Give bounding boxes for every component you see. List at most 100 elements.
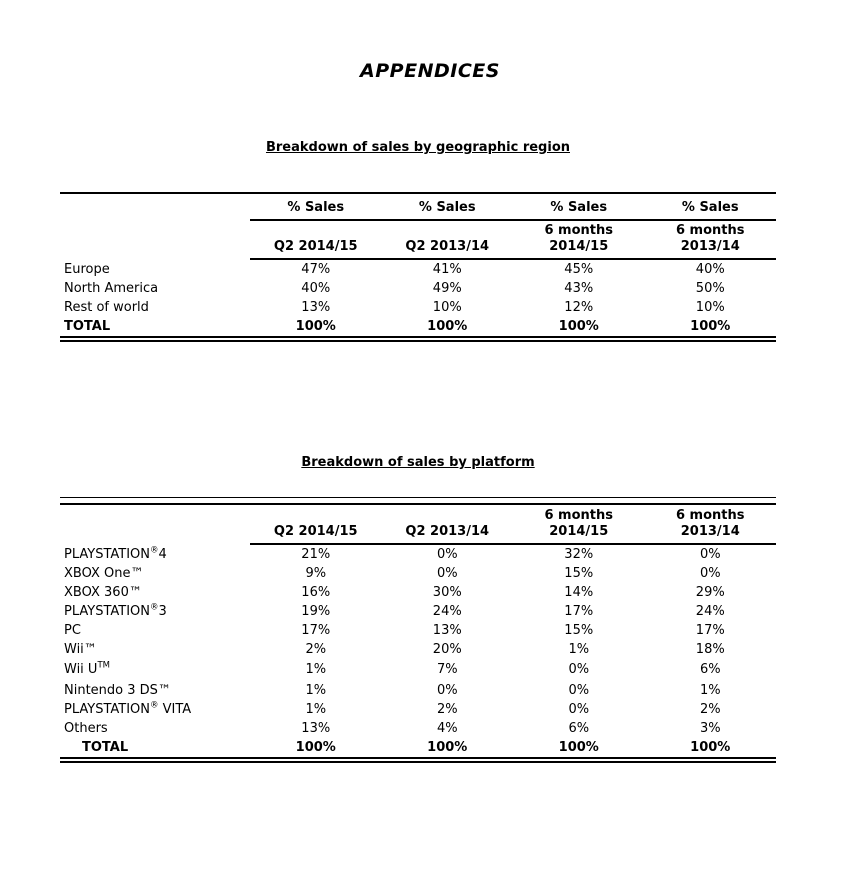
- value-cell: 19%: [301, 604, 331, 619]
- value-cell: 17%: [564, 604, 594, 619]
- value-cell: 0%: [699, 547, 721, 562]
- table-row: PLAYSTATION®3 19% 24% 17% 24%: [60, 602, 776, 621]
- row-label: PLAYSTATION®3: [60, 602, 250, 621]
- table-row: Nintendo 3 DS™ 1% 0% 0% 1%: [60, 681, 776, 700]
- value-cell: 100%: [558, 319, 599, 334]
- value-cell: 10%: [432, 300, 462, 315]
- table-row: Wii™ 2% 20% 1% 18%: [60, 640, 776, 659]
- document-content: APPENDICES Breakdown of sales by geograp…: [60, 60, 776, 763]
- row-data-area: 1% 0% 0% 1%: [250, 681, 776, 700]
- column-header: Q2 2013/14: [382, 221, 514, 258]
- value-cell: 13%: [432, 623, 462, 638]
- value-cell: 18%: [695, 642, 725, 657]
- value-cell: 30%: [432, 585, 462, 600]
- value-cell: 45%: [564, 262, 594, 277]
- row-label: Wii™: [60, 640, 250, 659]
- platform-name: PLAYSTATION® VITA: [64, 700, 192, 717]
- table-top-rule: [60, 503, 776, 505]
- column-header: Q2 2013/14: [382, 505, 514, 543]
- row-label: Rest of world: [64, 300, 149, 315]
- column-header-line1: 6 months: [675, 508, 745, 523]
- row-data-area: 1% 2% 0% 2%: [250, 700, 776, 719]
- region-section-heading: Breakdown of sales by geographic region: [265, 140, 570, 155]
- platform-section-heading: Breakdown of sales by platform: [301, 455, 535, 470]
- column-header: Q2 2014/15: [250, 505, 382, 543]
- table-row: Others 13% 4% 6% 3%: [60, 719, 776, 738]
- header-data-area: Q2 2014/15 Q2 2013/14 6 months 2014/15 6…: [250, 505, 776, 545]
- value-cell: 24%: [432, 604, 462, 619]
- table-row: PC 17% 13% 15% 17%: [60, 621, 776, 640]
- column-header-line2: Q2 2013/14: [405, 524, 490, 539]
- value-cell: 47%: [301, 262, 331, 277]
- table-bottom-rule: [60, 757, 776, 763]
- total-row: TOTAL 100% 100% 100% 100%: [60, 317, 776, 336]
- table-bottom-rule: [60, 336, 776, 342]
- value-cell: 40%: [695, 262, 725, 277]
- platform-name: PC: [64, 623, 81, 638]
- value-cell: 1%: [305, 662, 327, 677]
- table-row: Wii UTM 1% 7% 0% 6%: [60, 659, 776, 681]
- row-label: PLAYSTATION® VITA: [60, 700, 250, 719]
- row-label: TOTAL: [82, 740, 129, 755]
- row-data-area: 100% 100% 100% 100%: [250, 738, 776, 757]
- value-cell: 0%: [436, 566, 458, 581]
- column-header-line1: 6 months: [544, 223, 613, 238]
- value-cell: 1%: [305, 702, 327, 717]
- row-data-area: 21% 0% 32% 0%: [250, 545, 776, 564]
- column-header-line1: 6 months: [675, 223, 745, 238]
- row-data-area: 16% 30% 14% 29%: [250, 583, 776, 602]
- registered-mark: ®: [150, 545, 159, 556]
- value-cell: 15%: [564, 566, 594, 581]
- value-cell: 9%: [305, 566, 327, 581]
- column-header-line2: Q2 2014/15: [273, 524, 358, 539]
- value-cell: 0%: [568, 662, 590, 677]
- value-cell: 17%: [301, 623, 331, 638]
- platform-name: XBOX 360™: [64, 585, 142, 600]
- row-label: Others: [60, 719, 250, 738]
- column-header-line2: 2013/14: [680, 239, 740, 254]
- column-header-line2: Q2 2013/14: [405, 239, 490, 254]
- row-label: North America: [64, 281, 159, 296]
- row-label: XBOX 360™: [60, 583, 250, 602]
- column-header-line2: 2013/14: [680, 524, 740, 539]
- value-cell: 13%: [301, 721, 331, 736]
- value-cell: 24%: [695, 604, 725, 619]
- row-data-area: 13% 10% 12% 10%: [250, 298, 776, 317]
- column-header: % Sales: [681, 200, 739, 215]
- value-cell: 20%: [432, 642, 462, 657]
- row-label: PC: [60, 621, 250, 640]
- platform-name: Others: [64, 721, 108, 736]
- registered-mark: ®: [150, 602, 159, 613]
- row-label: XBOX One™: [60, 564, 250, 583]
- table-top-rule: [60, 192, 776, 194]
- table-row: PLAYSTATION® VITA 1% 2% 0% 2%: [60, 700, 776, 719]
- row-data-area: 1% 7% 0% 6%: [250, 659, 776, 681]
- value-cell: 2%: [436, 702, 458, 717]
- column-header: 6 months 2014/15: [513, 505, 645, 543]
- row-label: Nintendo 3 DS™: [60, 681, 250, 700]
- column-header: Q2 2014/15: [250, 221, 382, 258]
- value-cell: 15%: [564, 623, 594, 638]
- value-cell: 21%: [301, 547, 331, 562]
- value-cell: 49%: [432, 281, 462, 296]
- header-label-spacer: [60, 505, 250, 545]
- column-header-line2: 2014/15: [549, 239, 609, 254]
- row-label: TOTAL: [64, 319, 111, 334]
- value-cell: 4%: [436, 721, 458, 736]
- header-data-area: Q2 2014/15 Q2 2013/14 6 months 2014/15 6…: [250, 221, 776, 260]
- value-cell: 100%: [295, 740, 336, 755]
- value-cell: 29%: [695, 585, 725, 600]
- value-cell: 41%: [432, 262, 462, 277]
- header-data-area: % Sales % Sales % Sales % Sales: [250, 194, 776, 221]
- column-header-line2: Q2 2014/15: [273, 239, 358, 254]
- column-header: % Sales: [287, 200, 345, 215]
- value-cell: 0%: [436, 547, 458, 562]
- column-header-line1: 6 months: [544, 508, 613, 523]
- header-label-spacer: [60, 221, 250, 260]
- value-cell: 2%: [305, 642, 327, 657]
- table-top-thin-rule: [60, 497, 776, 498]
- value-cell: 2%: [699, 702, 721, 717]
- value-cell: 0%: [699, 566, 721, 581]
- value-cell: 40%: [301, 281, 331, 296]
- document-page: APPENDICES Breakdown of sales by geograp…: [0, 60, 851, 871]
